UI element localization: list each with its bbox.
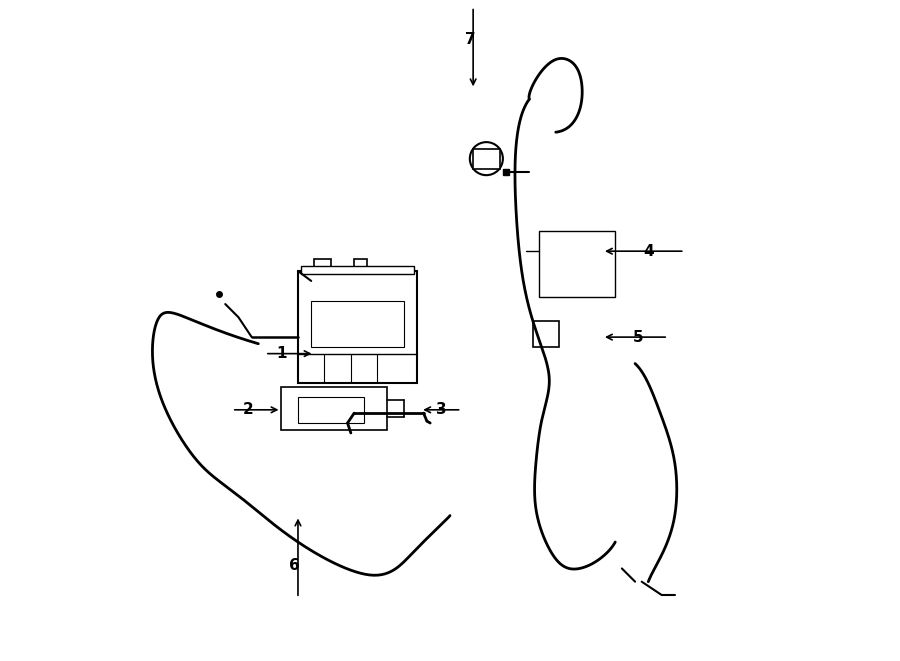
Bar	[298, 397, 365, 423]
Text: 6: 6	[289, 558, 300, 572]
Bar	[282, 387, 387, 430]
Text: 7: 7	[464, 32, 475, 47]
Bar	[311, 301, 404, 347]
Bar	[533, 321, 559, 347]
Bar	[473, 149, 500, 169]
Text: 5: 5	[633, 330, 643, 344]
Text: 3: 3	[436, 403, 447, 417]
Text: 2: 2	[243, 403, 254, 417]
Text: 4: 4	[643, 244, 653, 258]
Bar	[314, 259, 331, 271]
Bar	[298, 271, 417, 383]
Bar	[539, 231, 616, 297]
Bar	[355, 259, 367, 271]
Bar	[302, 266, 414, 274]
Text: 1: 1	[276, 346, 287, 361]
